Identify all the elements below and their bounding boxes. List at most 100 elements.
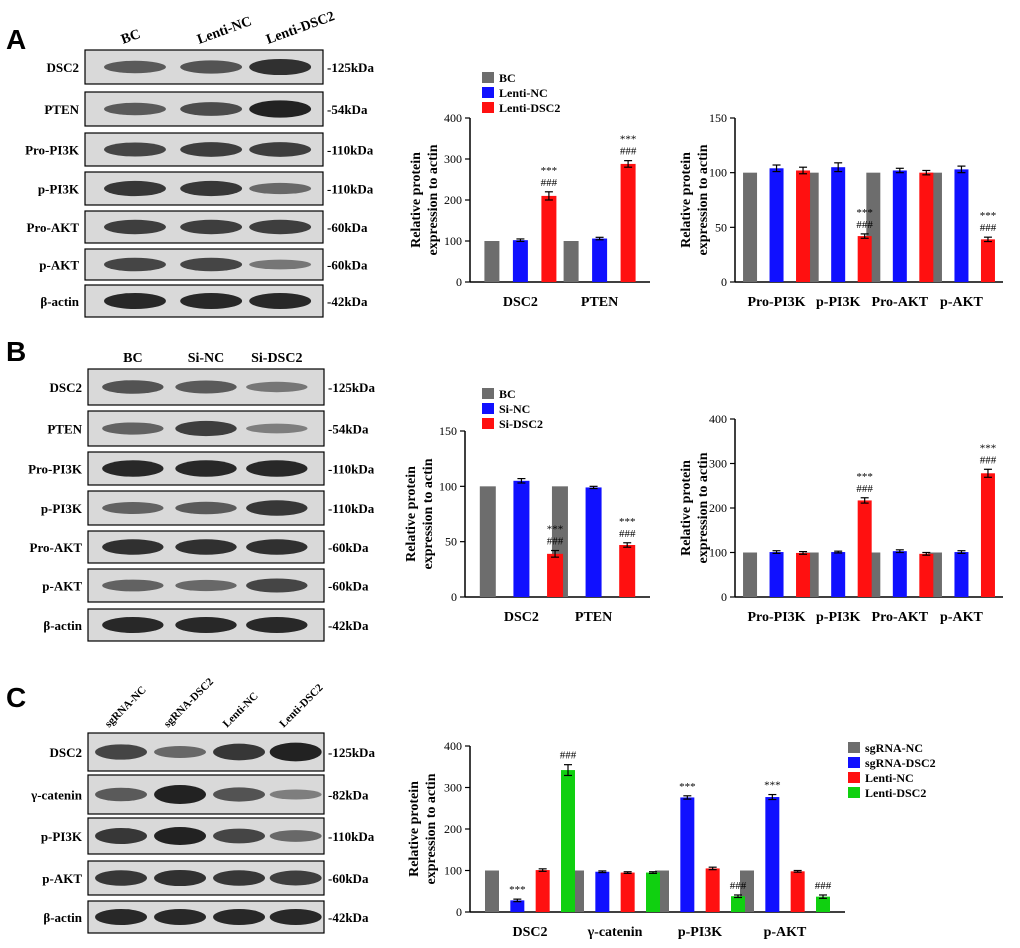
significance-mark: *** [856,471,873,483]
blot-band [246,616,308,634]
blot-size-label: -54kDa [328,422,369,437]
x-tick-label: DSC2 [512,925,547,940]
chart-c1: 0 100 200 300 400 Relative protein expression … [407,739,936,940]
blot-size-label: -125kDa [328,380,375,395]
blot-size-label: -82kDa [328,788,369,803]
legend-label: Lenti-NC [499,86,548,100]
blot-size-label: -125kDa [327,60,374,75]
blot-band [180,219,243,235]
x-tick-label: DSC2 [503,295,538,310]
significance-mark: ### [856,483,873,495]
blot-size-label: -60kDa [327,220,368,235]
blot-size-label: -60kDa [328,871,369,886]
bar [954,169,969,282]
bar [646,872,660,912]
chart-b1: 0 50 100 150 Relative protein expression to a… [404,387,650,625]
bar [831,552,846,597]
blot-band [175,380,237,394]
blot-band [246,500,308,516]
lane-label: BC [119,27,142,48]
lane-label: Si-DSC2 [251,351,302,366]
significance-mark: *** [679,781,696,793]
bar [816,896,830,912]
y-tick-label: 50 [445,535,457,549]
blot-size-label: -110kDa [328,501,375,516]
x-tick-label: PTEN [581,295,618,310]
blot-panel-b: BC Si-NC Si-DSC2 DSC2 -125kDa PTEN -54kDa Pro-P… [28,351,375,642]
y-tick-label: 300 [709,457,727,471]
lane-label: Lenti-DSC2 [277,682,326,731]
y-tick-label: 150 [439,424,457,438]
blot-band [175,539,237,555]
y-tick-label: 50 [715,220,727,234]
blot-band [246,539,308,555]
significance-mark: ### [619,528,636,540]
blot-band [175,501,237,515]
blot-row-label: Pro-AKT [27,220,80,235]
blot-band [249,219,312,235]
blot-row-label: β-actin [43,910,82,925]
blot-band [102,380,164,394]
legend-swatch [482,102,494,113]
lane-label: Lenti-NC [195,14,253,48]
blot-band [104,102,166,116]
bar [561,770,575,912]
significance-mark: ### [980,454,997,466]
bar [541,195,557,282]
significance-mark: ### [730,880,747,892]
blot-row-label: p-AKT [39,258,79,273]
lane-label: sgRNA-NC [103,684,149,730]
panel-letter-c: C [6,682,27,713]
blot-row-label: DSC2 [49,745,82,760]
bar [980,473,995,597]
bar [512,240,528,282]
bar [796,170,811,282]
blot-panel-c: sgRNA-NC sgRNA-DSC2 Lenti-NC Lenti-DSC2 DSC2… [30,675,375,934]
blot-band [102,616,164,634]
blot-band [102,579,164,592]
significance-mark: ### [547,536,564,548]
blot-band [102,460,164,477]
legend-label: Si-NC [499,402,530,416]
y-tick-label: 200 [444,193,462,207]
blot-band [246,460,308,477]
bar [892,551,907,597]
bar [485,870,499,912]
bar [620,872,635,912]
bar [980,239,995,282]
blot-band [175,460,237,477]
blot-size-label: -42kDa [328,618,369,633]
bar [680,797,695,912]
blot-band [269,908,322,926]
x-tick-label: PTEN [575,610,612,625]
chart-a2: 0 50 100 150 Relative protein expression to a… [679,111,1003,310]
blot-band [249,259,312,270]
x-tick-label: Pro-AKT [872,610,929,625]
blot-band [104,142,166,157]
blot-row-label: PTEN [47,422,82,437]
blot-row-label: β-actin [40,294,79,309]
bar [857,500,872,597]
blot-band [180,142,243,157]
blot-size-label: -110kDa [327,182,374,197]
legend-swatch [482,418,494,429]
y-tick-label: 200 [444,822,462,836]
blot-size-label: -60kDa [328,579,369,594]
bar [592,238,608,282]
legend-swatch [482,403,494,414]
bar [919,172,934,282]
bar [790,871,805,912]
y-axis-label: Relative protein expression to actin [679,144,711,255]
legend-label: Si-DSC2 [499,417,543,431]
blot-band [269,742,322,762]
y-axis-label-line: Relative protein [679,152,694,248]
blot-band [95,827,147,845]
bar [705,868,720,912]
bar [743,552,758,597]
bar [769,168,784,282]
x-tick-label: γ-catenin [587,925,643,940]
bar [919,553,934,597]
blot-band [213,828,265,844]
